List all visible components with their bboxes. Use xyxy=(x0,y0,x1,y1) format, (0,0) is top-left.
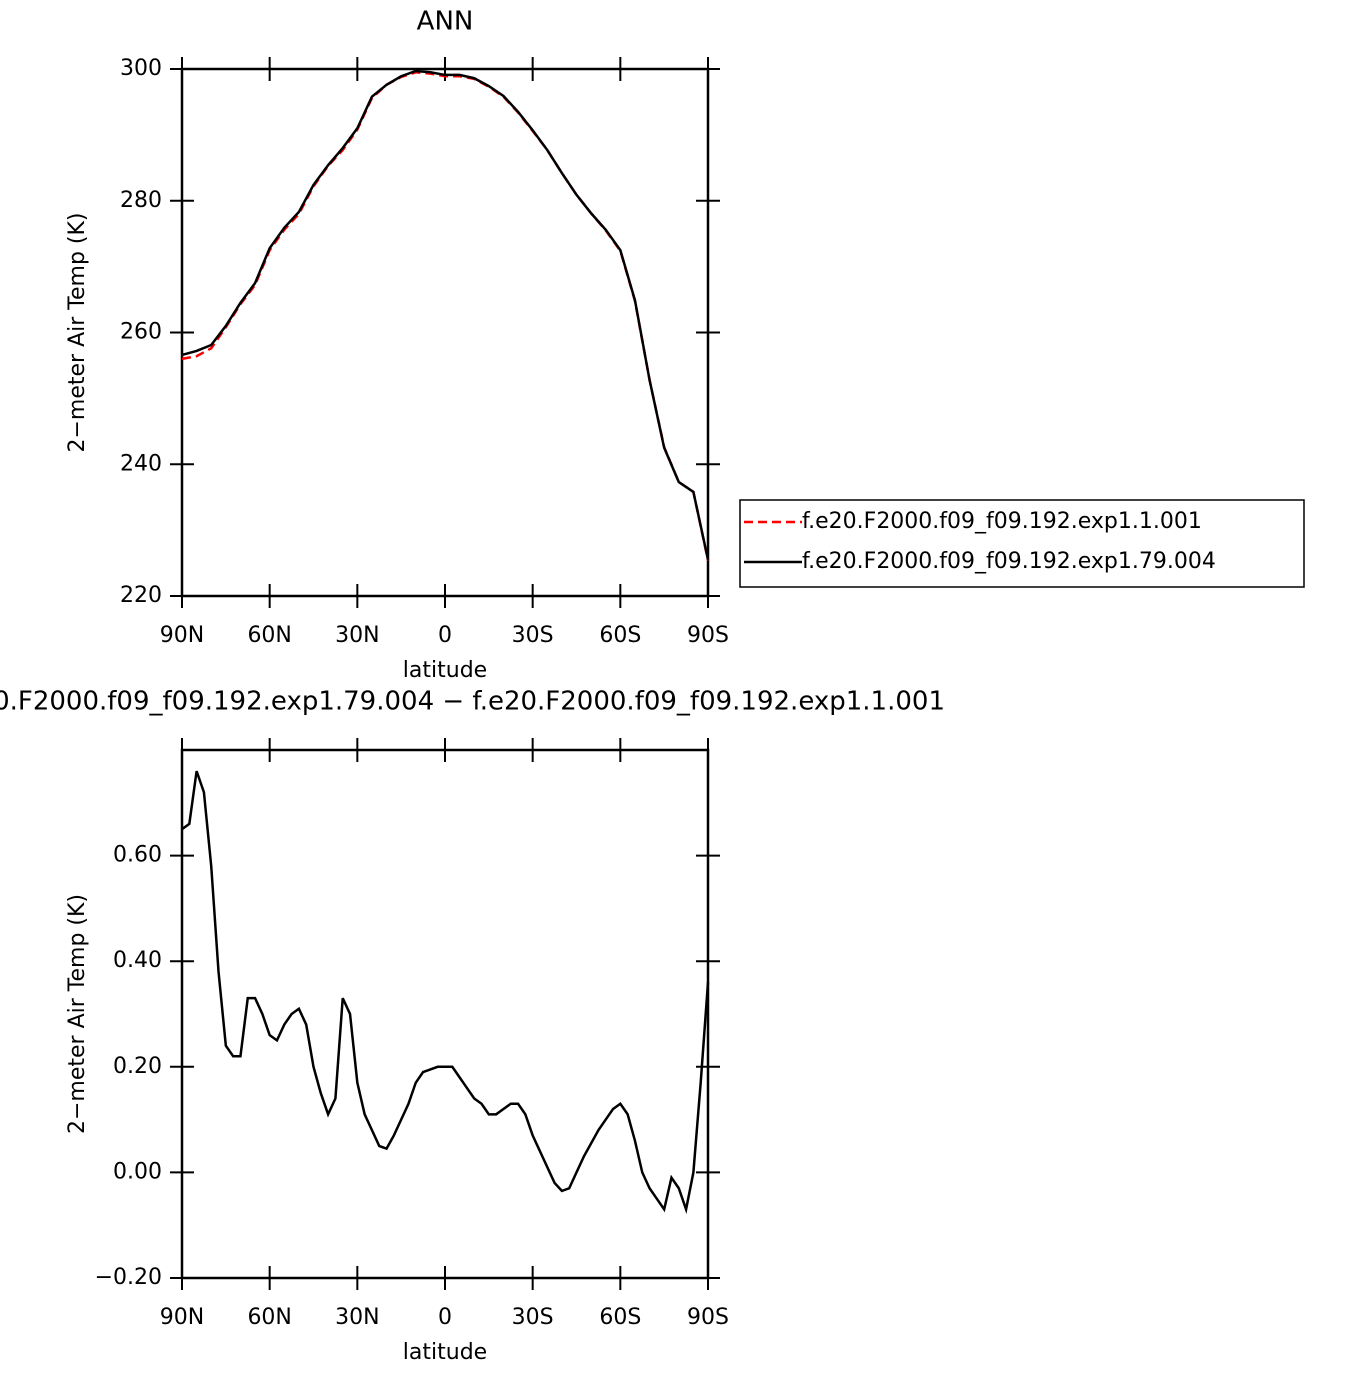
y-tick-label: 0.60 xyxy=(113,843,162,868)
y-tick-label: 0.00 xyxy=(113,1159,162,1184)
x-tick-label: 0 xyxy=(438,623,452,648)
chart-title: ANN xyxy=(417,7,474,37)
chart-title: f.e20.F2000.f09_f09.192.exp1.79.004 − f.… xyxy=(0,687,945,717)
data-line xyxy=(181,770,710,1215)
y-tick-label: 280 xyxy=(120,188,162,213)
legend-label: f.e20.F2000.f09_f09.192.exp1.79.004 xyxy=(802,549,1216,574)
y-tick-label: 300 xyxy=(120,56,162,81)
x-tick-label: 0 xyxy=(438,1305,452,1330)
x-tick-label: 90S xyxy=(687,1305,729,1330)
x-tick-label: 60S xyxy=(599,1305,641,1330)
y-tick-label: −0.20 xyxy=(95,1265,162,1290)
x-tick-label: 90S xyxy=(687,623,729,648)
x-tick-label: 60S xyxy=(599,623,641,648)
x-tick-label: 30N xyxy=(335,623,379,648)
y-axis-label: 2−meter Air Temp (K) xyxy=(65,894,90,1134)
x-tick-label: 60N xyxy=(247,1305,291,1330)
x-tick-label: 30S xyxy=(512,623,554,648)
legend-box xyxy=(739,499,1305,588)
x-tick-label: 90N xyxy=(160,1305,204,1330)
x-tick-label: 90N xyxy=(160,623,204,648)
y-tick-label: 260 xyxy=(120,320,162,345)
x-axis-label: latitude xyxy=(403,1340,487,1365)
y-tick-label: 0.20 xyxy=(113,1054,162,1079)
data-line xyxy=(181,71,710,561)
plot-frame xyxy=(180,748,710,1280)
data-line xyxy=(181,69,710,561)
y-tick-label: 220 xyxy=(120,583,162,608)
legend-label: f.e20.F2000.f09_f09.192.exp1.1.001 xyxy=(802,509,1202,534)
x-tick-label: 30S xyxy=(512,1305,554,1330)
plot-frame xyxy=(180,67,710,598)
y-tick-label: 240 xyxy=(120,451,162,476)
y-tick-label: 0.40 xyxy=(113,948,162,973)
x-axis-label: latitude xyxy=(403,658,487,683)
x-tick-label: 30N xyxy=(335,1305,379,1330)
x-tick-label: 60N xyxy=(247,623,291,648)
y-axis-label: 2−meter Air Temp (K) xyxy=(65,212,90,452)
